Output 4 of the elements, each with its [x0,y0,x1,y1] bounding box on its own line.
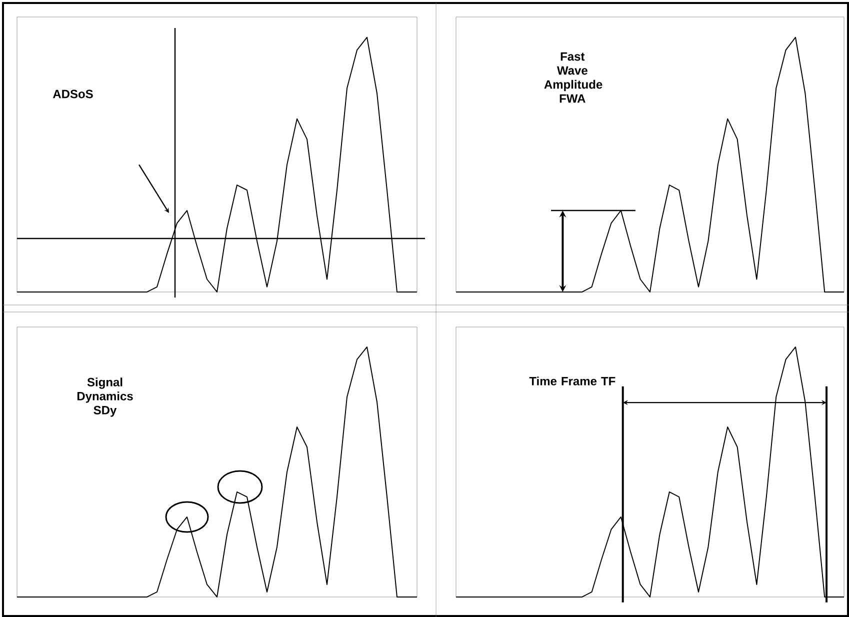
annotation: ADSoS [52,90,93,98]
annotation: Fast Wave Amplitude FWA [544,52,602,103]
annotation: Time Frame TF [529,376,616,386]
annotation: Signal Dynamics SDy [77,378,133,417]
